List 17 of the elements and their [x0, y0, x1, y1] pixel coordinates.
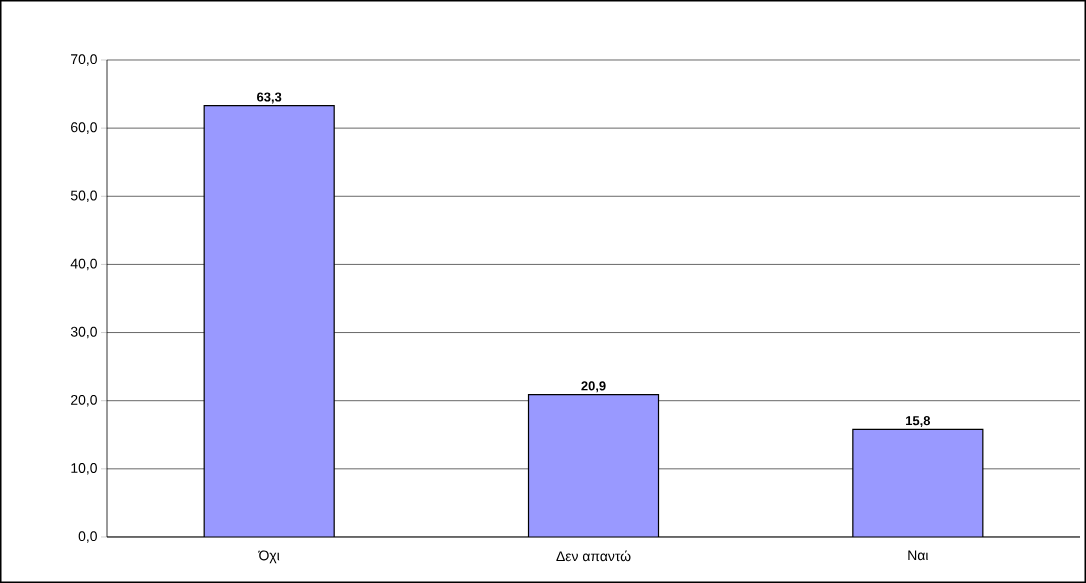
- bar: [852, 428, 984, 537]
- y-tick-label: 70,0: [71, 54, 97, 66]
- x-tick-label: Δεν απαντώ: [556, 550, 631, 562]
- data-label: 20,9: [581, 381, 606, 393]
- y-tick-label: 60,0: [71, 122, 97, 134]
- y-tick-label: 30,0: [70, 326, 97, 339]
- bar: [528, 394, 659, 537]
- data-label: 63,3: [257, 92, 282, 104]
- y-tick-label: 50,0: [70, 190, 97, 203]
- data-label: 15,8: [906, 416, 931, 428]
- y-tick-label: 20,0: [71, 394, 97, 407]
- x-tick-label: Ναι: [908, 550, 929, 561]
- y-tick-label: 10,0: [71, 463, 97, 475]
- bar: [204, 105, 335, 537]
- y-tick-label: 40,0: [70, 258, 97, 271]
- y-tick-label: 0,0: [78, 531, 97, 543]
- x-tick-label: Όχι: [258, 550, 280, 564]
